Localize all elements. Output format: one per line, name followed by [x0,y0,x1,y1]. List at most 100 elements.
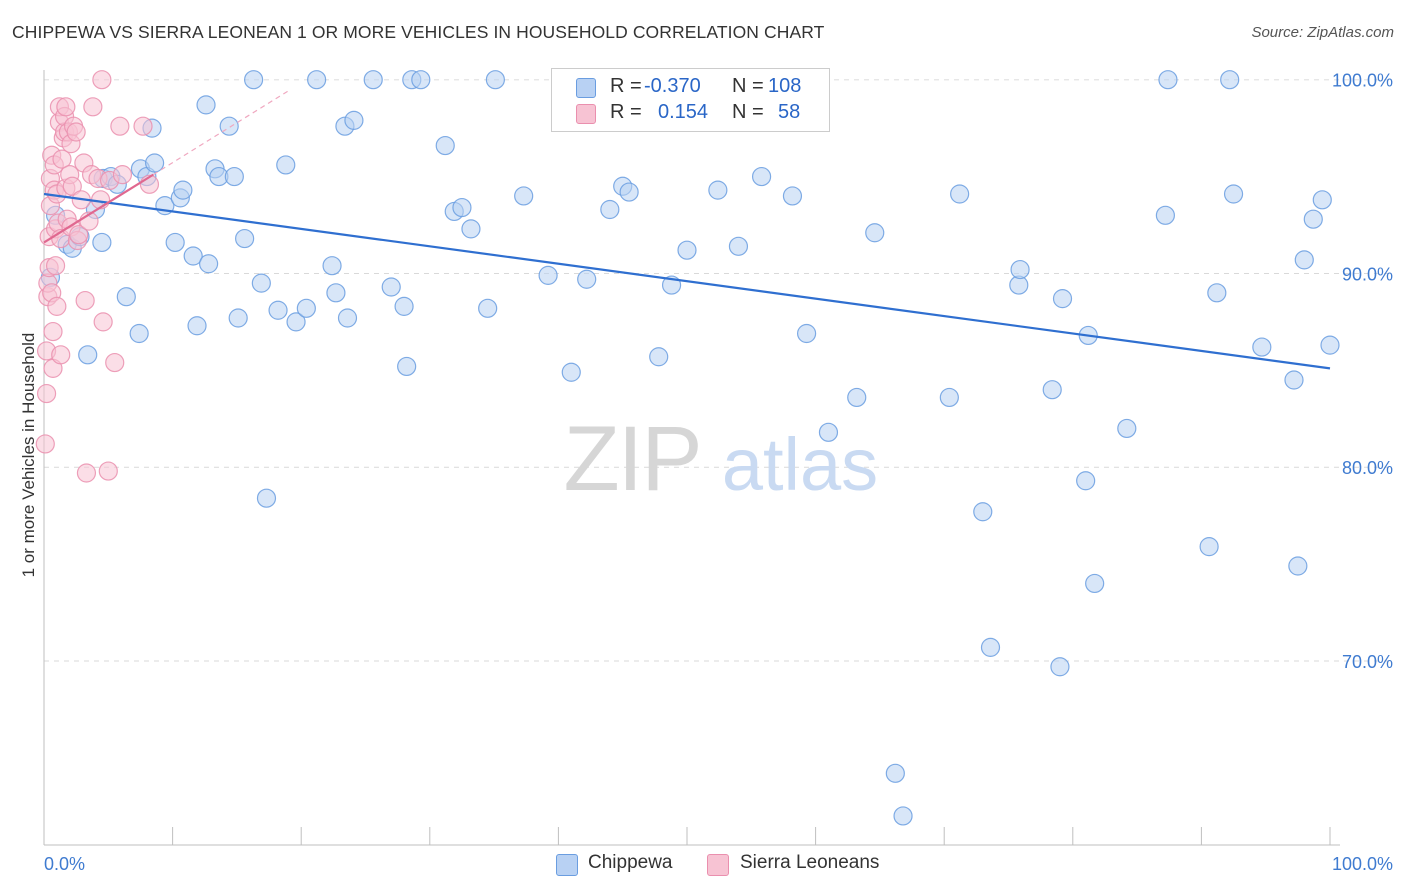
sierra-leonean-point [35,434,55,454]
chippewa-point [751,166,772,187]
sierra-leonean-point [110,116,130,136]
chippewa-point [980,637,1001,657]
chippewa-point [244,70,264,90]
legend-r-label: R = [610,75,642,97]
chippewa-point [228,308,248,328]
sierra-leonean-point [45,256,66,276]
watermark-zip: ZIP [563,408,700,510]
legend-swatch-blue [576,78,596,98]
chippewa-point [1158,70,1178,90]
legend-n-value: 108 [768,75,802,97]
chippewa-label: Chippewa [588,852,673,873]
sierra-leonean-point [43,321,63,342]
chippewa-point [619,182,639,202]
sierra-leonean-point [56,97,76,117]
chippewa-point [893,806,913,826]
chippewa-point [1117,418,1137,439]
chippewa-point [452,197,472,218]
legend-r-value: -0.370 [644,75,701,97]
chippewa-point [92,232,112,253]
chippewa-point [268,300,288,320]
chippewa-point [677,240,697,260]
chippewa-point [1288,556,1308,576]
y-tick-label: 80.0% [1342,458,1393,478]
chippewa-point [939,387,959,408]
chippewa-point [344,110,364,130]
grid-layer [44,79,1390,662]
legend-r-label: R = [610,101,642,123]
chippewa-point [1303,209,1323,229]
legend-n-label: N = [732,75,764,97]
chippewa-point [165,232,185,253]
chippewa-point [461,219,481,239]
sierra-leoneans-label: Sierra Leoneans [740,852,880,873]
sierra-leonean-point [76,463,97,483]
chippewa-point [728,236,749,256]
chippewa-point [326,283,346,303]
chippewa-point [435,135,455,156]
y-tick-label: 90.0% [1342,264,1393,284]
chippewa-point [973,502,993,522]
chippewa-point [1252,337,1272,357]
sierra-leonean-point [52,149,72,169]
chippewa-point [322,256,342,276]
chippewa-point [485,70,505,90]
chippewa-point [1155,205,1175,225]
chippewa-swatch [556,854,578,876]
chippewa-point [782,186,803,206]
chippewa-point [337,308,358,328]
chippewa-point [950,184,970,204]
sierra-leonean-point [93,312,113,332]
chippewa-point [183,246,203,266]
sierra-leonean-point [75,290,95,311]
watermark-atlas: atlas [722,423,878,506]
chippewa-point [196,95,216,115]
chippewa-point [1042,380,1062,400]
chippewa-point [116,287,136,307]
chippewa-point [1320,335,1340,355]
chippewa-point [600,199,620,220]
chippewa-point [381,277,401,297]
chippewa-point [478,298,498,318]
chippewa-point [397,356,417,377]
chippewa-point [818,422,839,442]
chippewa-point [1010,259,1030,280]
sierra-leonean-point [69,225,89,245]
correlation-legend: R = -0.370 N = 108 R = 0.154 N = 58 [551,68,830,132]
chippewa-point [538,265,558,285]
chippewa-point [1076,471,1096,491]
source-label: Source: ZipAtlas.com [1251,24,1394,41]
chippewa-point [173,180,193,200]
chippewa-point [1312,190,1332,210]
sierra-leonean-point [98,461,118,481]
x-tick-label: 0.0% [44,854,85,874]
chippewa-point [411,70,431,90]
chippewa-point [187,316,207,336]
chippewa-point [144,153,165,173]
legend-n-value: 58 [778,101,801,123]
sierra-leonean-point [51,345,71,365]
chippewa-point [796,323,817,344]
chippewa-point [885,763,905,783]
chippewa-point [199,254,219,274]
chippewa-point [129,323,149,344]
chippewa-point [847,387,867,408]
sierra-leonean-point [47,296,67,316]
sierra-leonean-trend-line [43,173,154,244]
y-axis-label: 1 or more Vehicles in Household [19,332,38,578]
chippewa-point [219,116,239,136]
sierra-leonean-point [92,70,112,90]
chippewa-point [276,155,296,175]
sierra-leonean-point [105,352,125,373]
chippewa-point [561,362,581,382]
chippewa-point [256,488,277,508]
chart-title: CHIPPEWA VS SIERRA LEONEAN 1 OR MORE VEH… [12,22,825,42]
chippewa-point [514,186,534,206]
sierra-leonean-point [112,165,133,185]
trend-layer [43,90,1331,370]
sierra-leonean-point [62,176,82,196]
legend-swatch-pink [576,104,596,124]
legend-n-label: N = [732,101,764,123]
chippewa-point [1220,70,1240,90]
